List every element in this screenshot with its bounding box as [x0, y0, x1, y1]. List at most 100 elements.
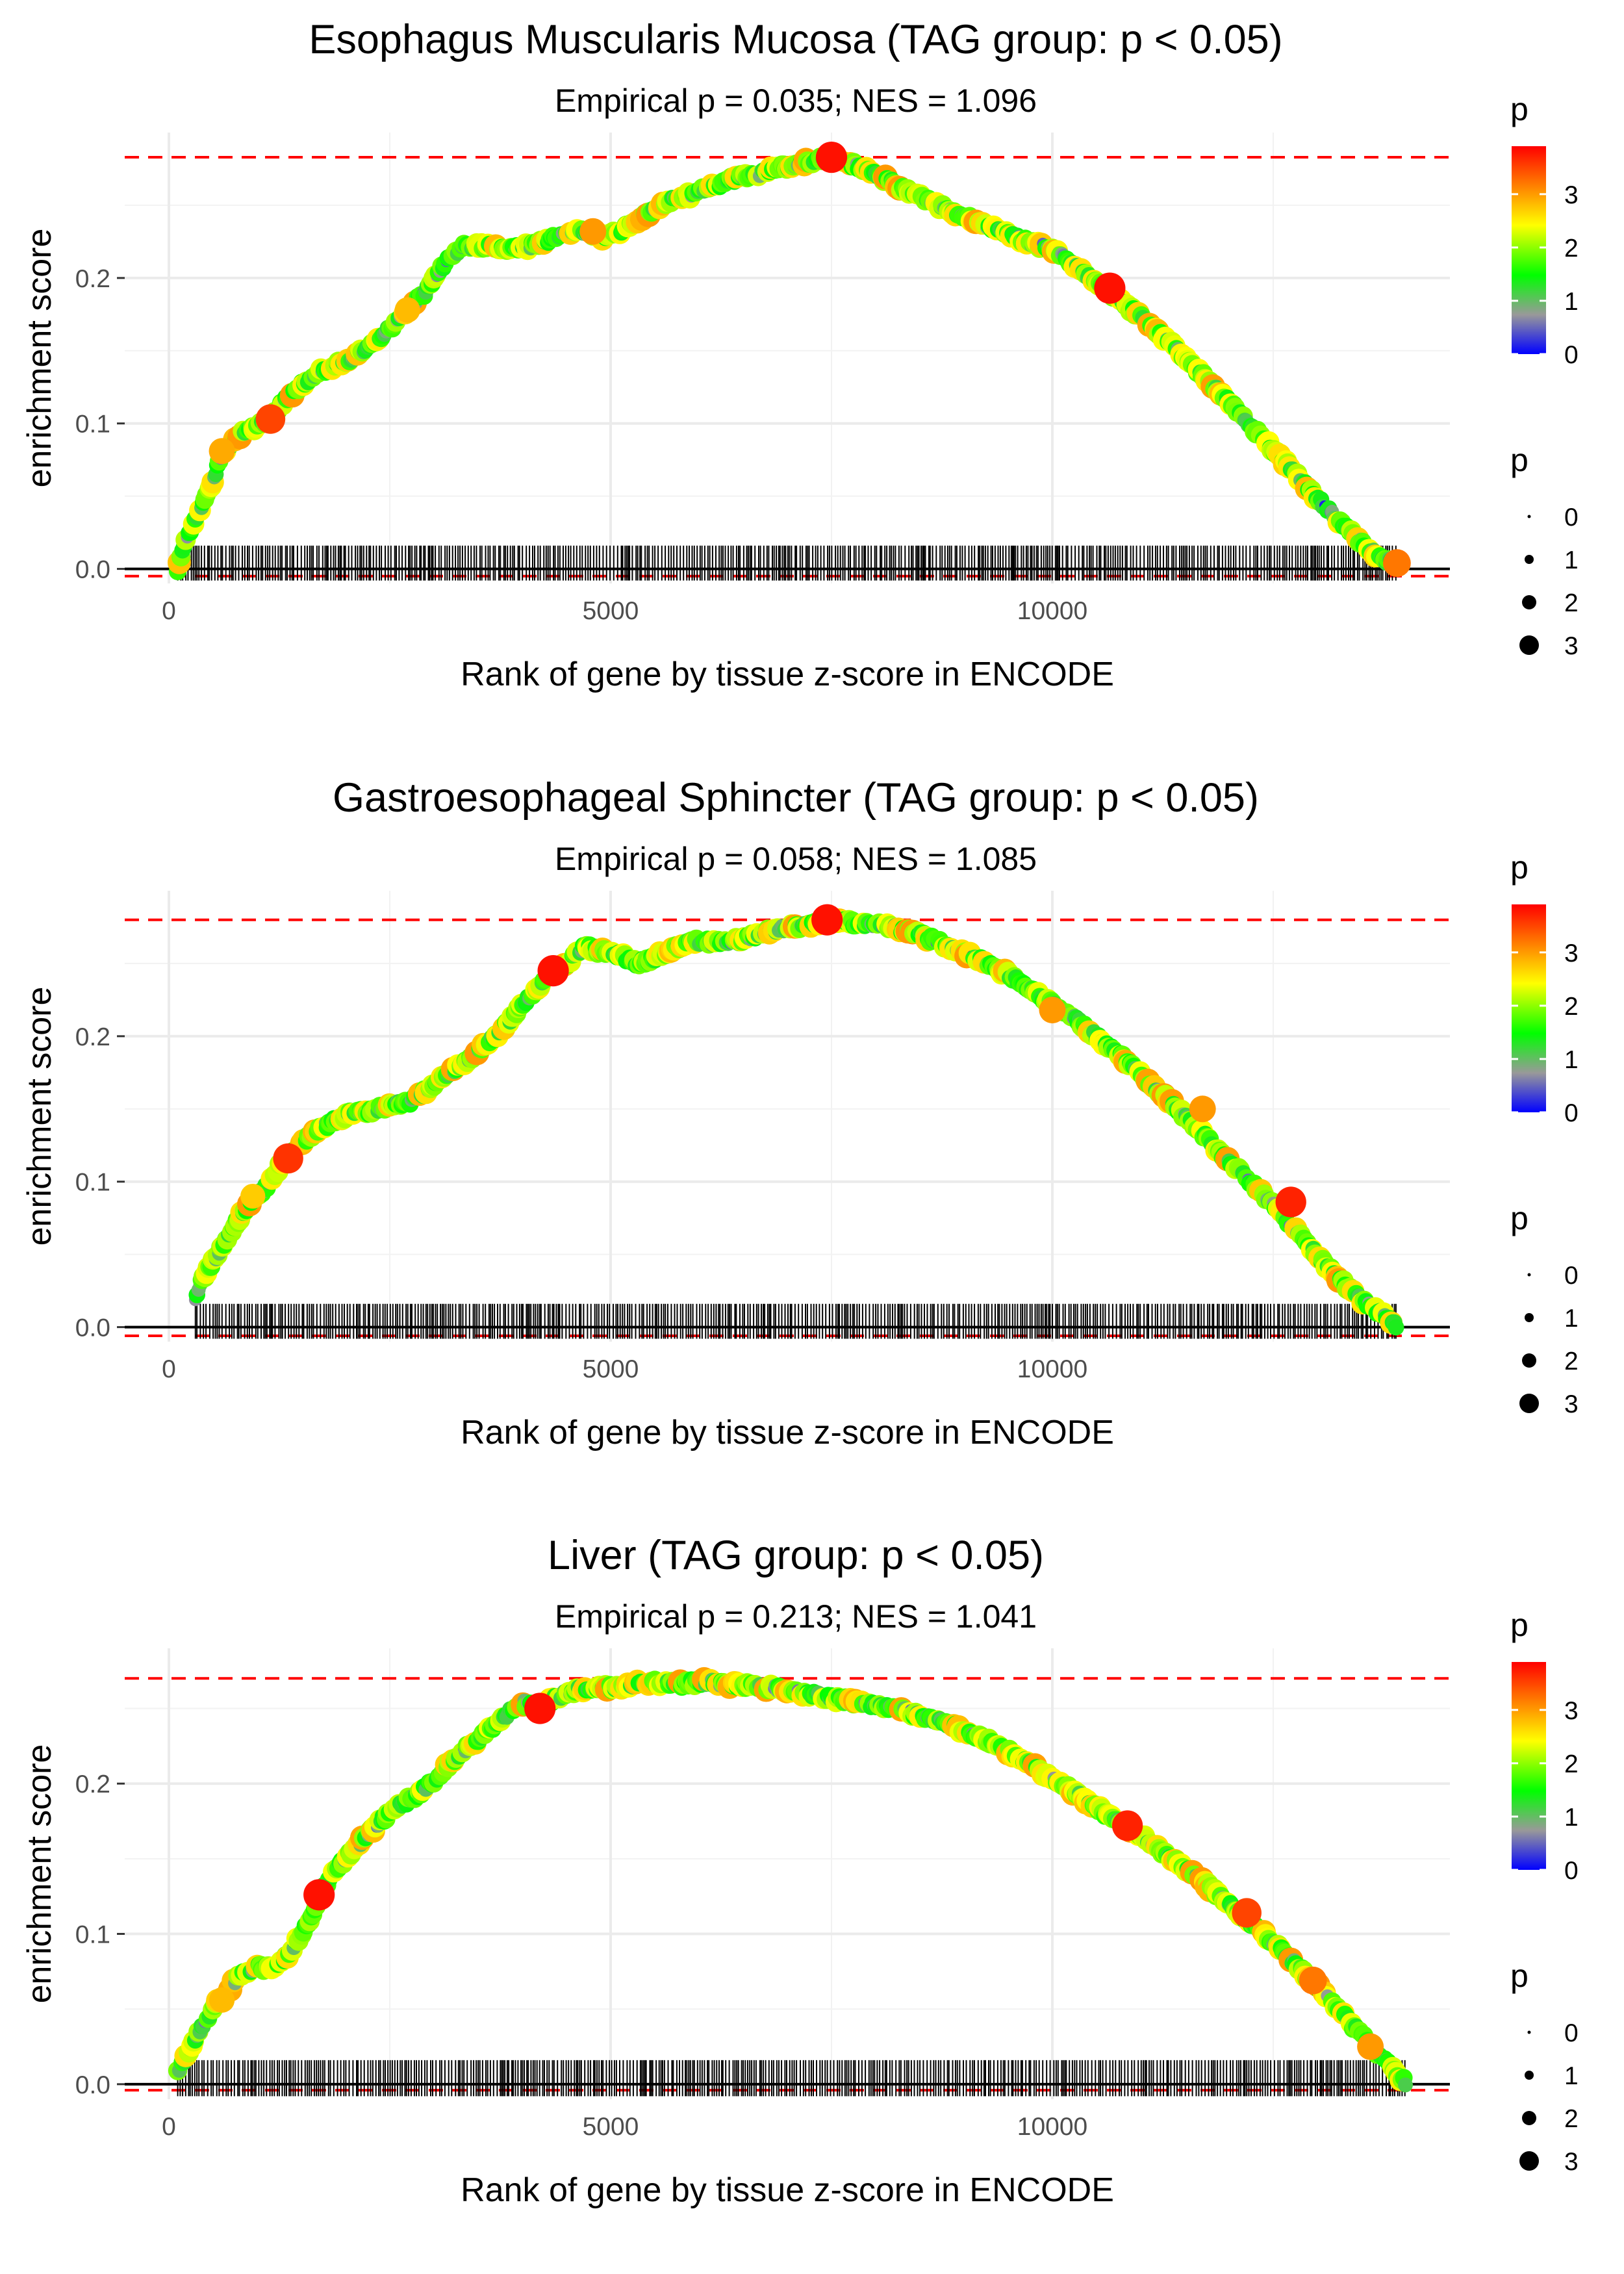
size-legend-label: 2: [1564, 2105, 1579, 2133]
es-highlight-point: [524, 1693, 556, 1724]
chart-subtitle: Empirical p = 0.213; NES = 1.041: [555, 1598, 1037, 1635]
size-legend-label: 2: [1564, 1348, 1579, 1375]
gene-rug: [177, 2060, 1406, 2097]
size-legend-label: 0: [1564, 2019, 1579, 2047]
gene-rug: [194, 1303, 1397, 1339]
color-legend-label: 3: [1564, 181, 1579, 209]
y-tick-label: 0.0: [75, 2071, 110, 2099]
panel-1: Esophagus Muscularis Mucosa (TAG group: …: [21, 17, 1579, 693]
es-highlight-point: [1111, 1810, 1143, 1841]
es-highlight-point: [273, 1143, 303, 1174]
y-axis-label: enrichment score: [21, 1744, 58, 2004]
y-tick-label: 0.1: [75, 1921, 110, 1949]
es-highlight-point: [303, 1879, 335, 1911]
es-highlight-point: [209, 438, 235, 465]
color-legend: p 0 1 2 3: [1510, 849, 1579, 1127]
chart-subtitle: Empirical p = 0.058; NES = 1.085: [555, 841, 1037, 877]
size-legend-dot: [1525, 2071, 1534, 2080]
y-tick-label: 0.0: [75, 556, 110, 584]
panel-3: Liver (TAG group: p < 0.05) Empirical p =…: [21, 1533, 1579, 2209]
es-highlight-point: [1357, 2033, 1384, 2060]
size-legend-label: 1: [1564, 2062, 1579, 2090]
size-legend-dot: [1527, 1273, 1531, 1277]
es-highlight-point: [1275, 1186, 1306, 1218]
es-highlight-point: [255, 404, 286, 434]
x-tick-label: 0: [162, 597, 176, 625]
y-tick-label: 0.1: [75, 411, 110, 439]
color-legend-label: 2: [1564, 1750, 1579, 1778]
es-point: [1398, 2077, 1413, 2093]
size-legend-label: 1: [1564, 1305, 1579, 1333]
es-highlight-point: [240, 1183, 266, 1209]
y-tick-label: 0.2: [75, 1023, 110, 1051]
x-axis-label: Rank of gene by tissue z-score in ENCODE: [461, 2171, 1114, 2209]
size-legend-dot: [1522, 1353, 1536, 1368]
color-legend-label: 0: [1564, 341, 1579, 369]
es-point: [1388, 1319, 1404, 1336]
size-legend-dot: [1519, 2151, 1539, 2171]
size-legend-label: 2: [1564, 589, 1579, 617]
color-legend-label: 1: [1564, 1804, 1579, 1832]
es-highlight-point: [1383, 549, 1411, 578]
size-legend-dot: [1519, 635, 1539, 655]
color-legend-label: 0: [1564, 1099, 1579, 1127]
color-legend-label: 3: [1564, 1697, 1579, 1725]
size-legend-label: 3: [1564, 1390, 1579, 1418]
es-highlight-point: [579, 218, 607, 245]
size-legend-label: 0: [1564, 1262, 1579, 1290]
size-legend: p 0 1 2 3: [1510, 1200, 1579, 1418]
color-legend-title: p: [1510, 849, 1529, 886]
color-legend-bar: [1512, 1662, 1546, 1870]
color-legend-title: p: [1510, 1607, 1529, 1643]
color-legend-label: 1: [1564, 1046, 1579, 1074]
color-legend-label: 3: [1564, 939, 1579, 967]
size-legend-title: p: [1510, 1958, 1529, 1994]
size-legend-title: p: [1510, 1200, 1529, 1236]
size-legend-dot: [1525, 1313, 1534, 1322]
es-highlight-point: [1232, 1898, 1262, 1928]
y-tick-label: 0.1: [75, 1169, 110, 1197]
es-highlight-point: [537, 955, 569, 987]
panel-2: Gastroesophageal Sphincter (TAG group: p…: [21, 775, 1579, 1451]
gene-rug: [177, 545, 1397, 581]
size-legend-dot: [1527, 515, 1531, 518]
x-tick-label: 5000: [583, 1355, 639, 1383]
color-legend-label: 0: [1564, 1857, 1579, 1885]
y-axis-label: enrichment score: [21, 229, 58, 488]
size-legend-dot: [1519, 1394, 1539, 1413]
x-tick-label: 10000: [1017, 1355, 1087, 1383]
size-legend-label: 3: [1564, 632, 1579, 660]
x-tick-label: 0: [162, 2113, 176, 2141]
color-legend: p 0 1 2 3: [1510, 91, 1579, 369]
y-axis-label: enrichment score: [21, 987, 58, 1246]
es-highlight-point: [1189, 1095, 1216, 1123]
es-highlight-point: [1299, 1966, 1327, 1995]
x-axis-label: Rank of gene by tissue z-score in ENCODE: [461, 1414, 1114, 1451]
enrichment-points: [168, 1667, 1413, 2093]
size-legend-label: 3: [1564, 2148, 1579, 2176]
enrichment-points: [168, 141, 1411, 580]
x-tick-label: 10000: [1017, 597, 1087, 625]
chart-subtitle: Empirical p = 0.035; NES = 1.096: [555, 83, 1037, 119]
size-legend-dot: [1525, 555, 1534, 564]
chart-title: Gastroesophageal Sphincter (TAG group: p…: [333, 775, 1259, 821]
es-highlight-point: [1039, 997, 1066, 1024]
x-axis-label: Rank of gene by tissue z-score in ENCODE: [461, 656, 1114, 693]
color-legend-bar: [1512, 904, 1546, 1112]
y-tick-label: 0.2: [75, 1770, 110, 1798]
color-legend-label: 1: [1564, 288, 1579, 316]
size-legend-dot: [1522, 595, 1536, 609]
es-highlight-point: [394, 297, 420, 323]
size-legend-dot: [1527, 2030, 1531, 2034]
color-legend-label: 2: [1564, 235, 1579, 262]
es-highlight-point: [811, 904, 843, 936]
size-legend-title: p: [1510, 442, 1529, 478]
es-highlight-point: [815, 141, 848, 173]
size-legend-dot: [1522, 2111, 1536, 2125]
size-legend: p 0 1 2 3: [1510, 442, 1579, 660]
x-tick-label: 5000: [583, 2113, 639, 2141]
enrichment-points: [188, 904, 1404, 1336]
size-legend-label: 1: [1564, 546, 1579, 574]
chart-title: Liver (TAG group: p < 0.05): [548, 1533, 1044, 1578]
